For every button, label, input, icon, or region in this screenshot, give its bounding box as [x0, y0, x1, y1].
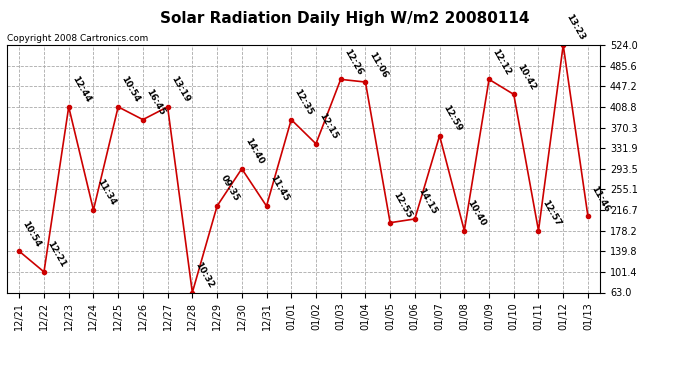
Text: 13:23: 13:23 [564, 13, 586, 42]
Text: 10:40: 10:40 [466, 199, 488, 228]
Text: 12:35: 12:35 [293, 87, 315, 117]
Text: Solar Radiation Daily High W/m2 20080114: Solar Radiation Daily High W/m2 20080114 [160, 11, 530, 26]
Text: 16:45: 16:45 [144, 87, 166, 117]
Text: 11:34: 11:34 [95, 178, 117, 207]
Text: 12:15: 12:15 [317, 112, 339, 141]
Text: 12:12: 12:12 [491, 47, 513, 76]
Text: 10:32: 10:32 [194, 261, 216, 290]
Text: 10:54: 10:54 [21, 219, 43, 249]
Text: 12:44: 12:44 [70, 75, 92, 104]
Text: 14:40: 14:40 [243, 136, 266, 166]
Text: 14:15: 14:15 [416, 187, 438, 216]
Text: 12:26: 12:26 [342, 47, 364, 76]
Text: 10:42: 10:42 [515, 62, 538, 92]
Text: 12:21: 12:21 [46, 240, 68, 269]
Text: 12:59: 12:59 [441, 104, 463, 133]
Text: Copyright 2008 Cartronics.com: Copyright 2008 Cartronics.com [7, 33, 148, 42]
Text: 09:35: 09:35 [219, 174, 241, 203]
Text: 11:45: 11:45 [268, 174, 290, 203]
Text: 11:06: 11:06 [367, 50, 389, 79]
Text: 10:54: 10:54 [119, 75, 141, 104]
Text: 13:19: 13:19 [169, 75, 191, 104]
Text: 12:57: 12:57 [540, 198, 562, 228]
Text: 11:46: 11:46 [589, 184, 611, 213]
Text: 12:55: 12:55 [391, 190, 413, 220]
